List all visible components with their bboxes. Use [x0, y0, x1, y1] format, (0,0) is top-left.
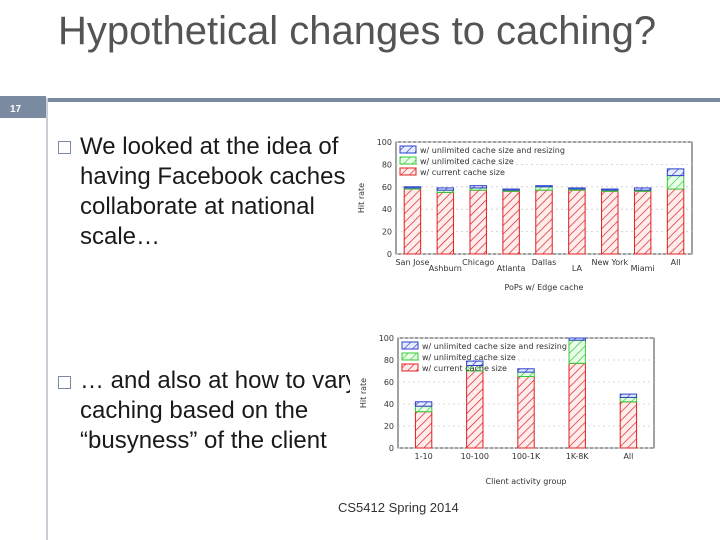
legend-entry: w/ unlimited cache size	[420, 157, 514, 166]
bar-segment	[568, 339, 586, 364]
legend-entry: w/ unlimited cache size and resizing	[422, 342, 567, 351]
slide-number-box	[0, 96, 46, 118]
bar-segment	[517, 376, 535, 449]
left-divider	[46, 98, 48, 540]
bar-segment	[414, 411, 433, 449]
bar-segment	[502, 188, 520, 191]
legend-entry: w/ unlimited cache size and resizing	[420, 146, 565, 155]
bar-segment	[666, 168, 685, 177]
bullet-text-1: We looked at the idea of having Facebook…	[80, 133, 346, 250]
bar-segment	[469, 189, 487, 255]
bar-segment	[568, 337, 586, 341]
x-tick-label: Dallas	[532, 258, 557, 267]
bar-segment	[535, 185, 553, 188]
bar-segment	[403, 186, 422, 189]
bar-segment	[436, 191, 455, 255]
bar-segment	[601, 190, 619, 255]
legend-swatch	[399, 156, 417, 165]
y-tick-label: 20	[382, 228, 392, 237]
footer-text: CS5412 Spring 2014	[338, 500, 459, 515]
y-tick-label: 20	[384, 422, 394, 431]
y-tick-label: 80	[384, 356, 394, 365]
x-tick-label: LA	[572, 264, 583, 273]
bar-segment	[414, 401, 433, 407]
y-tick-label: 40	[382, 205, 392, 214]
bar-segment	[469, 185, 487, 189]
x-tick-label: 10-100	[461, 452, 489, 461]
bar-segment	[466, 370, 484, 449]
bullet-marker-icon	[58, 141, 71, 154]
legend-swatch	[401, 363, 419, 372]
x-tick-label: All	[623, 452, 633, 461]
x-tick-label: New York	[591, 258, 628, 267]
legend-swatch	[401, 352, 419, 361]
x-tick-label: 100-1K	[512, 452, 541, 461]
bar-segment	[568, 189, 586, 255]
x-tick-label: All	[671, 258, 681, 267]
legend-swatch	[399, 145, 417, 154]
x-tick-label: 1K-8K	[566, 452, 589, 461]
bar-segment	[619, 401, 638, 449]
y-tick-label: 100	[379, 334, 394, 343]
legend-entry: w/ current cache size	[422, 364, 507, 373]
bar-segment	[414, 405, 433, 413]
slide-number: 17	[10, 104, 22, 115]
bar-segment	[517, 371, 535, 377]
bullet-text-2: … and also at how to vary caching based …	[80, 367, 358, 454]
legend-swatch	[399, 167, 417, 176]
bullet-marker-icon	[58, 376, 71, 389]
title-divider	[46, 98, 720, 102]
pop-hit-rate-chart: 0 20 40 60 80 100 Hit rate San JoseAshburnChica…	[350, 132, 702, 296]
y-tick-label: 40	[384, 400, 394, 409]
x-tick-label: Miami	[631, 264, 655, 273]
legend-entry: w/ current cache size	[420, 168, 505, 177]
bar-segment	[666, 188, 685, 255]
bar-segment	[466, 360, 484, 366]
bar-segment	[535, 189, 553, 255]
bar-segment	[436, 187, 455, 191]
x-tick-label: 1-10	[415, 452, 433, 461]
y-tick-label: 0	[389, 444, 394, 453]
y-axis-label: Hit rate	[357, 183, 366, 213]
bar-segment	[633, 187, 652, 191]
y-tick-label: 60	[382, 183, 392, 192]
y-axis-label: Hit rate	[359, 378, 368, 408]
bar-segment	[535, 186, 553, 191]
x-axis-label: PoPs w/ Edge cache	[505, 283, 584, 292]
bar-segment	[619, 393, 638, 398]
bar-segment	[502, 190, 520, 255]
bar-segment	[633, 190, 652, 255]
bar-segment	[619, 396, 638, 403]
x-tick-label: San Jose	[395, 258, 429, 267]
x-tick-label: Atlanta	[497, 264, 526, 273]
x-tick-label: Ashburn	[429, 264, 462, 273]
client-activity-hit-rate-chart: 0 20 40 60 80 100 Hit rate 1-10 10-100 100-1K 1K-8…	[350, 326, 660, 492]
y-tick-label: 60	[384, 378, 394, 387]
bar-segment	[568, 187, 586, 190]
y-tick-label: 100	[377, 138, 392, 147]
bar-segment	[601, 188, 619, 191]
bar-segment	[568, 362, 586, 449]
x-tick-label: Chicago	[462, 258, 494, 267]
legend-entry: w/ unlimited cache size	[422, 353, 516, 362]
y-tick-label: 80	[382, 160, 392, 169]
x-axis-label: Client activity group	[486, 477, 567, 486]
bar-segment	[517, 368, 535, 373]
y-tick-label: 0	[387, 250, 392, 259]
bar-segment	[666, 175, 685, 190]
legend-swatch	[401, 341, 419, 350]
slide-title: Hypothetical changes to caching?	[58, 9, 657, 53]
bar-segment	[403, 188, 422, 255]
